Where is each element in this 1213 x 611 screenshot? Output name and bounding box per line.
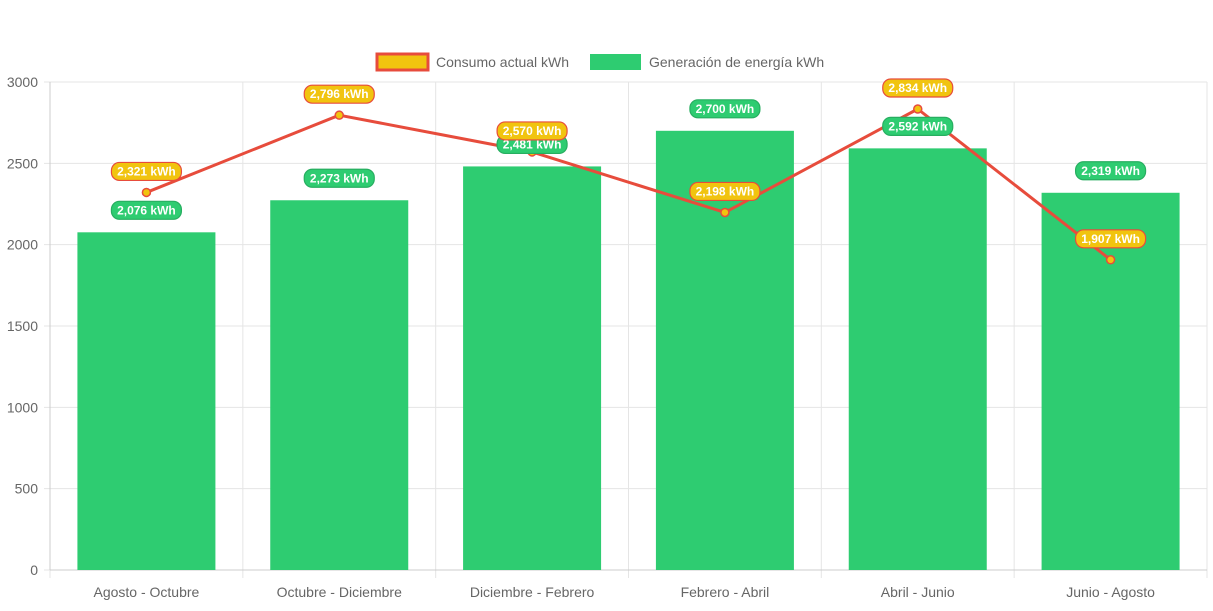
legend-label-consumo: Consumo actual kWh bbox=[436, 54, 569, 70]
y-tick-label: 1000 bbox=[7, 399, 38, 415]
line-value-label-background bbox=[882, 78, 954, 98]
bar-value-label: 2,076 kWh bbox=[110, 200, 183, 220]
line-value-label-background bbox=[303, 84, 375, 104]
y-tick-label: 0 bbox=[30, 562, 38, 578]
bar-value-label-background bbox=[689, 99, 761, 119]
line-value-label-text: 2,834 kWh bbox=[888, 81, 947, 95]
line-value-label-background bbox=[496, 121, 568, 141]
bar[interactable] bbox=[1041, 192, 1180, 570]
legend[interactable]: Consumo actual kWh Generación de energía … bbox=[375, 52, 824, 72]
bar-series bbox=[77, 130, 1180, 571]
y-tick-label: 3000 bbox=[7, 74, 38, 90]
x-tick-label: Agosto - Octubre bbox=[94, 584, 200, 600]
y-tick-label: 2500 bbox=[7, 155, 38, 171]
bar-value-label-text: 2,273 kWh bbox=[310, 171, 369, 185]
x-tick-label: Febrero - Abril bbox=[681, 584, 770, 600]
line-value-label-text: 2,796 kWh bbox=[310, 87, 369, 101]
bar-value-label: 2,273 kWh bbox=[303, 168, 375, 188]
y-tick-label: 1500 bbox=[7, 318, 38, 334]
legend-label-generacion: Generación de energía kWh bbox=[649, 54, 824, 70]
x-tick-label: Junio - Agosto bbox=[1066, 584, 1155, 600]
line-point[interactable] bbox=[720, 207, 730, 218]
bar[interactable] bbox=[848, 148, 987, 571]
line-value-label-background bbox=[1074, 229, 1147, 249]
line-value-label: 2,834 kWh bbox=[882, 78, 954, 98]
x-tick-label: Diciembre - Febrero bbox=[470, 584, 595, 600]
bar-value-label-background bbox=[1074, 161, 1147, 181]
legend-swatch-consumo bbox=[375, 52, 430, 72]
line-value-label-background bbox=[110, 161, 183, 182]
bar-value-label-text: 2,592 kWh bbox=[888, 119, 947, 133]
line-value-label: 2,796 kWh bbox=[303, 84, 375, 104]
bar-value-label-text: 2,481 kWh bbox=[503, 137, 562, 151]
x-tick-label: Octubre - Diciembre bbox=[277, 584, 402, 600]
line-value-label-text: 2,570 kWh bbox=[503, 124, 562, 138]
bar-value-label: 2,319 kWh bbox=[1074, 161, 1147, 181]
line-point[interactable] bbox=[141, 187, 152, 198]
data-labels: 2,076 kWh 2,273 kWh 2,481 kWh 2,700 kWh 2,59… bbox=[110, 78, 1147, 249]
line-value-label: 1,907 kWh bbox=[1074, 229, 1147, 249]
line-value-label: 2,321 kWh bbox=[110, 161, 183, 182]
legend-item-generacion[interactable]: Generación de energía kWh bbox=[590, 54, 824, 70]
bar[interactable] bbox=[77, 232, 216, 570]
line-value-label-text: 1,907 kWh bbox=[1081, 232, 1140, 246]
bar-value-label: 2,700 kWh bbox=[689, 99, 761, 119]
line-point[interactable] bbox=[1105, 255, 1116, 265]
bar-value-label: 2,592 kWh bbox=[882, 116, 954, 136]
bar-value-label-text: 2,076 kWh bbox=[117, 203, 176, 217]
line-value-label: 2,198 kWh bbox=[689, 181, 761, 202]
bar-value-label-text: 2,319 kWh bbox=[1081, 164, 1140, 178]
y-tick-label: 2000 bbox=[7, 237, 38, 253]
line-value-label: 2,570 kWh bbox=[496, 121, 568, 141]
axes: 0 500 1000 1500 2000 2500 3000 Agosto - Octubre… bbox=[7, 74, 1207, 600]
grid bbox=[44, 81, 1208, 578]
bar-value-label-text: 2,700 kWh bbox=[696, 102, 755, 116]
line-value-label-text: 2,198 kWh bbox=[696, 184, 755, 198]
bar-value-label-background bbox=[882, 116, 954, 136]
bar[interactable] bbox=[463, 166, 602, 570]
y-tick-label: 500 bbox=[15, 481, 39, 497]
line-value-label-background bbox=[689, 181, 761, 202]
bar-value-label-background bbox=[303, 168, 375, 188]
bar[interactable] bbox=[655, 130, 794, 571]
line-point[interactable] bbox=[913, 104, 923, 114]
x-tick-label: Abril - Junio bbox=[881, 584, 955, 600]
bar-value-label-background bbox=[110, 200, 183, 220]
line-point[interactable] bbox=[334, 110, 344, 120]
line-value-label-text: 2,321 kWh bbox=[117, 164, 176, 178]
legend-item-consumo[interactable]: Consumo actual kWh bbox=[375, 52, 569, 72]
bar[interactable] bbox=[270, 200, 409, 570]
legend-swatch-generacion bbox=[590, 54, 641, 70]
